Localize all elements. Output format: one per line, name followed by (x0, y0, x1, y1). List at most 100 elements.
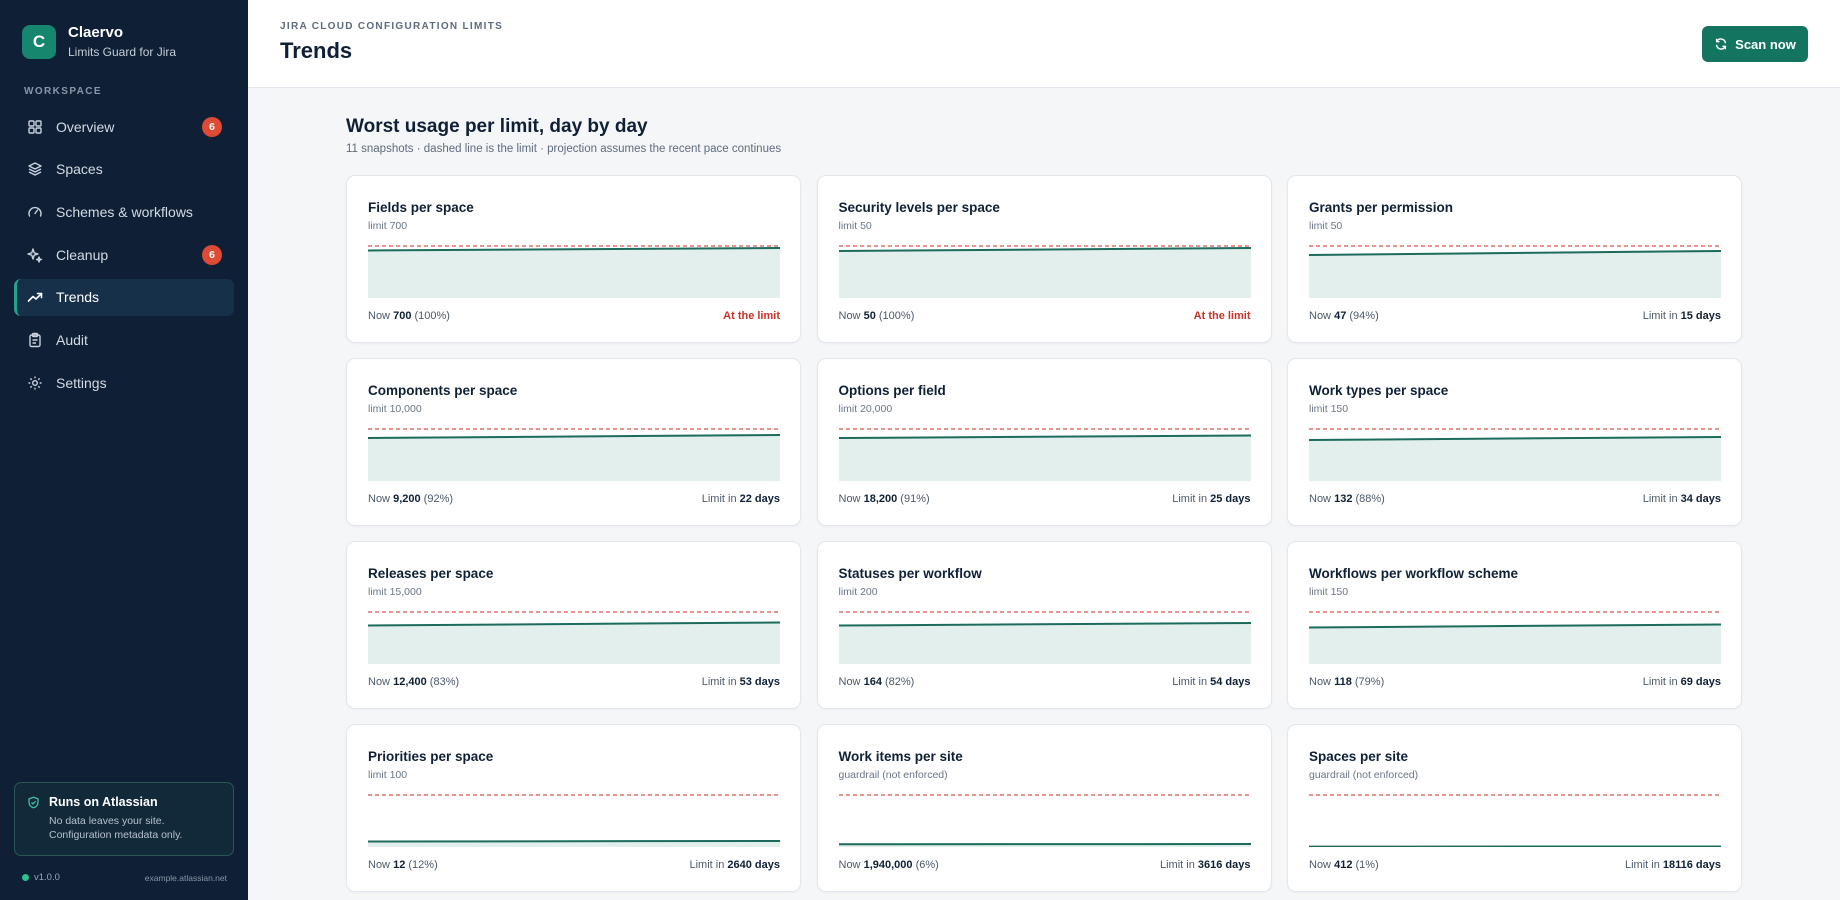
card-title: Fields per space (368, 200, 474, 215)
trend-card[interactable]: Options per field limit 20,000 Now 18,200 … (816, 358, 1272, 526)
card-now-value: Now 50 (100%) (839, 310, 915, 322)
trend-card[interactable]: Statuses per workflow limit 200 Now 164 (8… (816, 541, 1272, 709)
card-limit-text: limit 15,000 (368, 586, 422, 598)
now-percent: (82%) (885, 676, 915, 688)
now-number: 412 (1334, 859, 1353, 871)
now-label: Now (368, 676, 391, 688)
page-title: Trends (280, 38, 353, 63)
card-status: Limit in 15 days (1643, 310, 1721, 322)
card-status: Limit in 2640 days (689, 859, 780, 871)
usage-sparkline (1309, 242, 1721, 298)
card-limit-text: limit 50 (1309, 220, 1343, 232)
card-status: At the limit (1194, 310, 1251, 322)
card-now-value: Now 132 (88%) (1309, 493, 1385, 505)
sidebar-item-cleanup[interactable]: Cleanup 6 (14, 236, 234, 273)
card-title: Workflows per workflow scheme (1309, 566, 1519, 581)
usage-sparkline (838, 608, 1251, 664)
sidebar-item-label: Schemes & workflows (56, 203, 193, 220)
usage-area (1309, 437, 1721, 481)
card-title: Releases per space (368, 566, 494, 581)
card-title: Work types per space (1309, 383, 1449, 398)
gear-icon (26, 374, 44, 392)
usage-area (838, 435, 1251, 481)
usage-area (368, 435, 780, 481)
now-number: 700 (393, 310, 412, 322)
now-percent: (6%) (915, 859, 939, 871)
card-now-value: Now 47 (94%) (1309, 310, 1379, 322)
trend-card[interactable]: Fields per space limit 700 Now 700 (100%) A… (346, 175, 801, 343)
card-now-value: Now 412 (1%) (1309, 859, 1379, 871)
trend-card[interactable]: Work items per site guardrail (not enforc… (816, 724, 1272, 892)
status-prefix: Limit in (1159, 859, 1195, 871)
usage-sparkline (838, 242, 1251, 298)
usage-line (1309, 436, 1721, 441)
card-title: Statuses per workflow (838, 566, 982, 581)
card-status: Limit in 25 days (1172, 493, 1250, 505)
atlassian-info-box: Runs on Atlassian No data leaves your si… (14, 782, 234, 856)
card-status: Limit in 69 days (1643, 676, 1721, 688)
usage-sparkline (1309, 791, 1721, 847)
usage-sparkline (368, 608, 780, 664)
usage-line (838, 247, 1251, 252)
now-percent: (91%) (900, 493, 930, 505)
card-now-value: Now 12,400 (83%) (368, 676, 459, 688)
usage-line (1309, 623, 1721, 629)
card-status: At the limit (723, 310, 780, 322)
trend-card[interactable]: Components per space limit 10,000 Now 9,20… (346, 358, 801, 526)
card-title: Components per space (368, 383, 518, 398)
app-subtitle: Limits Guard for Jira (68, 45, 177, 59)
now-percent: (94%) (1349, 310, 1379, 322)
status-prefix: Limit in (1624, 859, 1660, 871)
scan-now-label: Scan now (1735, 36, 1796, 52)
now-number: 50 (863, 310, 876, 322)
now-number: 9,200 (393, 493, 421, 505)
now-label: Now (838, 493, 861, 505)
status-prefix: Limit in (1172, 676, 1208, 688)
now-percent: (92%) (423, 493, 454, 505)
sidebar-item-overview[interactable]: Overview 6 (14, 108, 234, 145)
sidebar-item-label: Trends (56, 289, 100, 306)
card-limit-text: limit 700 (368, 220, 408, 232)
card-status: Limit in 18116 days (1625, 859, 1721, 871)
now-label: Now (1309, 493, 1332, 505)
brand[interactable]: C Claervo Limits Guard for Jira (22, 24, 176, 60)
usage-line (368, 621, 780, 627)
now-label: Now (838, 676, 861, 688)
trend-card[interactable]: Security levels per space limit 50 Now 50 … (816, 175, 1272, 343)
card-limit-text: limit 50 (838, 220, 872, 232)
trend-card[interactable]: Spaces per site guardrail (not enforced) N… (1287, 724, 1742, 892)
status-days: 22 days (739, 493, 780, 505)
usage-line (838, 622, 1251, 627)
status-days: 2640 days (727, 859, 780, 871)
status-prefix: Limit in (701, 676, 737, 688)
trend-card[interactable]: Priorities per space limit 100 Now 12 (12%… (346, 724, 801, 892)
sidebar-item-trends[interactable]: Trends (14, 278, 234, 316)
scan-now-button[interactable]: Scan now (1702, 26, 1808, 62)
trend-card[interactable]: Workflows per workflow scheme limit 150 No… (1287, 541, 1742, 709)
sidebar-item-settings[interactable]: Settings (14, 364, 234, 401)
status-days: 54 days (1210, 676, 1251, 688)
now-number: 12 (393, 859, 406, 871)
clipboard-icon (26, 331, 44, 349)
usage-area (1309, 251, 1721, 298)
now-number: 18,200 (863, 493, 898, 505)
usage-sparkline (368, 791, 780, 847)
sidebar-item-audit[interactable]: Audit (14, 321, 234, 358)
grid-icon (26, 118, 44, 136)
now-label: Now (838, 310, 861, 322)
trend-card[interactable]: Grants per permission limit 50 Now 47 (94%… (1287, 175, 1742, 343)
card-limit-text: limit 150 (1309, 403, 1349, 415)
status-days: 25 days (1210, 493, 1251, 505)
sidebar-nav: Overview 6 Spaces Schemes & workflows Cleanu… (14, 108, 234, 407)
trend-card[interactable]: Releases per space limit 15,000 Now 12,400… (346, 541, 801, 709)
now-number: 12,400 (393, 676, 427, 688)
card-now-value: Now 118 (79%) (1309, 676, 1384, 688)
page-eyebrow: JIRA CLOUD CONFIGURATION LIMITS (280, 21, 504, 32)
section-subtitle: 11 snapshots · dashed line is the limit … (346, 143, 782, 155)
trend-card[interactable]: Work types per space limit 150 Now 132 (88… (1287, 358, 1742, 526)
card-now-value: Now 700 (100%) (368, 310, 450, 322)
sidebar-item-spaces[interactable]: Spaces (14, 151, 234, 188)
sidebar-item-schemes-workflows[interactable]: Schemes & workflows (14, 193, 234, 230)
usage-area (368, 248, 780, 298)
now-label: Now (368, 493, 391, 505)
